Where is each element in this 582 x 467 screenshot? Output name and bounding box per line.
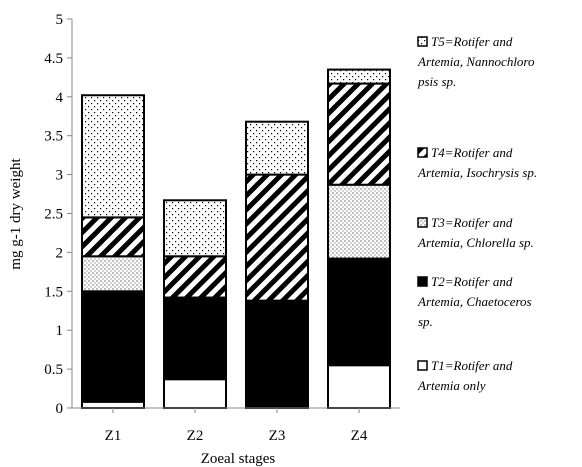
bar-segment-z4-t1 xyxy=(327,364,391,409)
legend-label-t4: T4=Rotifer and xyxy=(431,145,513,160)
bar-segment-z2-t2 xyxy=(163,296,227,381)
bar-segment-z3-t5 xyxy=(245,120,309,176)
y-tick-label: 3.5 xyxy=(44,129,63,145)
bar-segment-z4-t4 xyxy=(327,82,391,186)
legend-label-t3: T3=Rotifer and xyxy=(431,215,513,230)
legend-label-t2: T2=Rotifer and xyxy=(431,274,513,289)
y-tick-label: 5 xyxy=(56,12,64,28)
x-tick-label: Z3 xyxy=(269,428,286,444)
y-tick-label: 4 xyxy=(56,90,64,106)
plot-area xyxy=(81,68,391,410)
x-tick-label: Z2 xyxy=(187,428,204,444)
y-tick-label: 2 xyxy=(56,245,64,261)
legend: T5=Rotifer and Artemia, Nannochloro psis s… xyxy=(417,34,537,393)
y-tick-label: 1.5 xyxy=(44,284,63,300)
legend-swatch-t4 xyxy=(417,147,428,158)
legend-label-t2: sp. xyxy=(418,314,433,329)
legend-label-t2: Artemia, Chaetoceros xyxy=(417,294,532,309)
bar-segment-z1-t5 xyxy=(81,94,145,219)
axes: 0 0.5 1 1.5 2 2.5 3 3.5 4 4.5 5 Z1 Z2 Z3 Z4 xyxy=(44,12,400,444)
y-tick-label: 1 xyxy=(56,323,64,339)
y-tick-label: 3 xyxy=(56,168,64,184)
legend-label-t3: Artemia, Chlorella sp. xyxy=(417,235,534,250)
legend-label-t1: T1=Rotifer and xyxy=(431,358,513,373)
y-tick-label: 0 xyxy=(56,401,64,417)
legend-swatch-t5 xyxy=(417,36,428,47)
bar-segment-z2-t5 xyxy=(163,199,227,258)
legend-swatch-t2 xyxy=(417,276,428,287)
x-axis-title: Zoeal stages xyxy=(201,451,276,467)
legend-label-t4: Artemia, Isochrysis sp. xyxy=(417,165,537,180)
bar-segment-z4-t3 xyxy=(327,183,391,260)
x-tick-label: Z4 xyxy=(351,428,368,444)
bar-segment-z1-t2 xyxy=(81,290,145,403)
bar-segment-z4-t5 xyxy=(327,68,391,85)
y-tick-label: 4.5 xyxy=(44,51,63,67)
legend-label-t5: Artemia, Nannochloro xyxy=(417,54,535,69)
bar-segment-z3-t4 xyxy=(245,173,309,302)
bar-segment-z2-t1 xyxy=(163,378,227,409)
legend-label-t5: psis sp. xyxy=(417,74,456,89)
legend-label-t1: Artemia only xyxy=(417,378,486,393)
bar-segment-z1-t3 xyxy=(81,255,145,293)
legend-label-t5: T5=Rotifer and xyxy=(431,34,513,49)
y-axis-title: mg g-1 dry weight xyxy=(8,158,24,270)
y-tick-label: 2.5 xyxy=(44,207,63,223)
legend-swatch-t1 xyxy=(417,360,428,371)
bar-segment-z1-t4 xyxy=(81,216,145,258)
x-tick-label: Z1 xyxy=(105,428,122,444)
bar-segment-z4-t2 xyxy=(327,257,391,367)
y-tick-label: 0.5 xyxy=(44,362,63,378)
legend-swatch-t3 xyxy=(417,217,428,228)
bar-segment-z3-t2 xyxy=(245,299,309,409)
bar-segment-z2-t4 xyxy=(163,255,227,299)
